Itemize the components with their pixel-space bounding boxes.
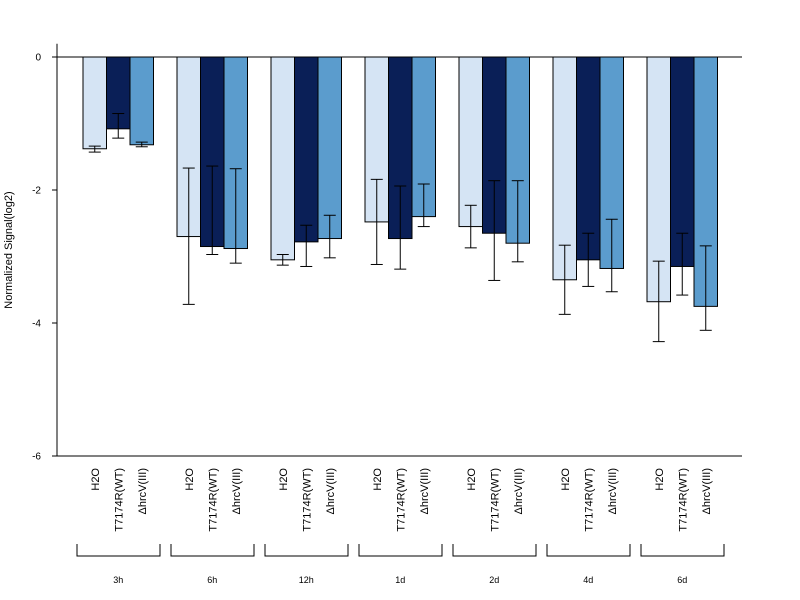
error-bar (323, 214, 336, 259)
error-bar (699, 245, 712, 331)
y-tick-label: -4 (32, 319, 41, 330)
group-bracket (76, 544, 161, 557)
error-bar (88, 145, 101, 153)
x-tick-label: T7174R(WT) (489, 468, 501, 532)
group-bracket (170, 544, 255, 557)
x-tick-label: T7174R(WT) (395, 468, 407, 532)
error-bar (300, 224, 313, 267)
x-tick-label: H2O (560, 468, 572, 491)
x-tick-label: H2O (184, 468, 196, 491)
error-bar (112, 113, 125, 139)
x-tick-label: ΔhrcV(III) (325, 468, 337, 514)
group-bracket (640, 544, 725, 557)
x-tick-label: H2O (278, 468, 290, 491)
error-bar (676, 232, 689, 296)
error-bar (488, 180, 501, 281)
group-label: 6d (677, 575, 687, 585)
x-tick-label: T7174R(WT) (677, 468, 689, 532)
error-bar (394, 185, 407, 270)
group-bracket (546, 544, 631, 557)
group-bracket (452, 544, 537, 557)
error-bar (206, 165, 219, 256)
y-tick-label: -6 (32, 452, 41, 463)
error-bar (135, 141, 148, 148)
group-label: 12h (299, 575, 314, 585)
group-label: 4d (583, 575, 593, 585)
x-tick-label: H2O (372, 468, 384, 491)
group-label: 1d (395, 575, 405, 585)
error-bar (182, 167, 195, 305)
error-bar (276, 254, 289, 266)
x-tick-label: ΔhrcV(III) (419, 468, 431, 514)
bar (458, 56, 483, 228)
error-bar (417, 183, 430, 228)
bars (82, 56, 718, 307)
x-tick-label: T7174R(WT) (301, 468, 313, 532)
error-bar (229, 168, 242, 264)
group-bracket (264, 544, 349, 557)
error-bar (652, 260, 665, 343)
x-tick-label: T7174R(WT) (583, 468, 595, 532)
y-tick-label: -2 (32, 186, 41, 197)
error-bar (511, 180, 524, 263)
x-tick-label: H2O (90, 468, 102, 491)
x-tick-label: ΔhrcV(III) (513, 468, 525, 514)
error-bar (464, 204, 477, 249)
x-tick-label: ΔhrcV(III) (701, 468, 713, 514)
group-label: 6h (207, 575, 217, 585)
x-tick-label: ΔhrcV(III) (607, 468, 619, 514)
x-tick-label: H2O (466, 468, 478, 491)
x-tick-label: T7174R(WT) (207, 468, 219, 532)
group-bracket (358, 544, 443, 557)
group-label: 2d (489, 575, 499, 585)
bar (317, 56, 342, 240)
error-bar (370, 178, 383, 265)
x-tick-label: T7174R(WT) (113, 468, 125, 532)
y-axis-title: Normalized Signal(log2) (3, 191, 15, 308)
x-axis: H2O T7174R(WT) ΔhrcV(III) 3h H2O T7174R(WT) Δh… (57, 455, 742, 585)
bar (82, 56, 107, 150)
bar (129, 56, 154, 146)
bar (270, 56, 295, 261)
error-bar (558, 244, 571, 315)
x-tick-label: ΔhrcV(III) (231, 468, 243, 514)
x-tick-label: ΔhrcV(III) (137, 468, 149, 514)
x-tick-label: H2O (654, 468, 666, 491)
y-tick-label: 0 (35, 53, 41, 64)
error-bars (88, 113, 712, 343)
error-bar (582, 232, 595, 287)
error-bar (605, 218, 618, 293)
group-label: 3h (113, 575, 123, 585)
bar (294, 56, 319, 243)
bar (576, 56, 601, 261)
